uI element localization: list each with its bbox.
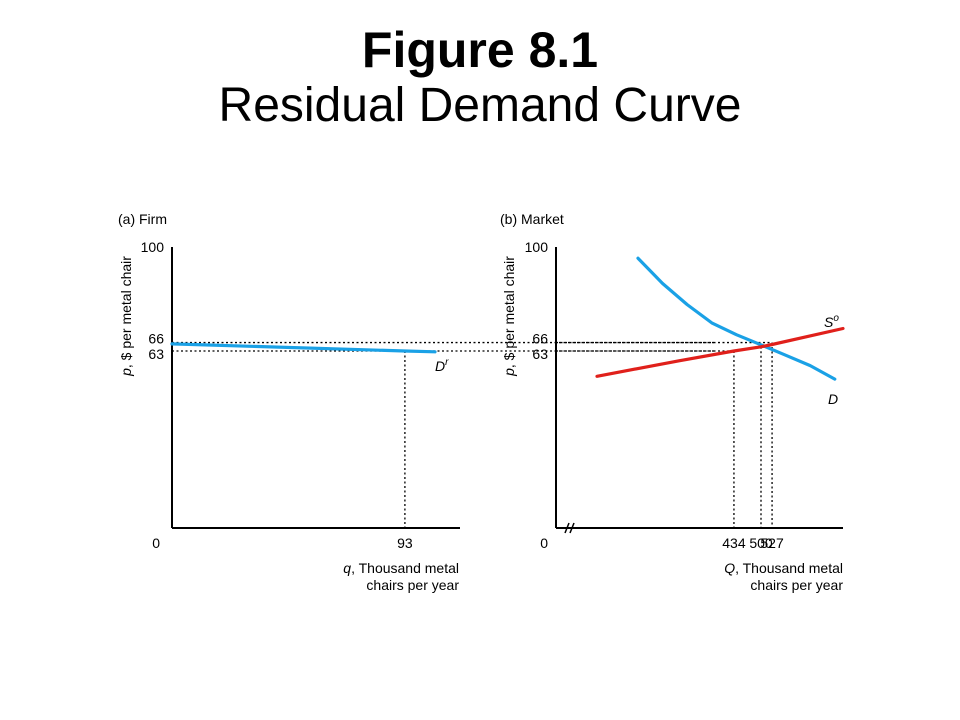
panel-b-y-tick-label: 0 bbox=[540, 535, 548, 551]
panel-b-axis-break-mark bbox=[564, 522, 570, 534]
panel-a-title: (a) Firm bbox=[118, 211, 167, 227]
panel-a-series-label: Dr bbox=[435, 357, 449, 374]
panel-b-x-tick-label: 500 bbox=[749, 535, 773, 551]
panel-b-x-axis-label-line2: chairs per year bbox=[750, 577, 843, 593]
panel-b-series-So-line bbox=[595, 326, 845, 378]
panel-b-x-tick-label: 527 bbox=[760, 535, 784, 551]
figure-title: Figure 8.1 bbox=[361, 22, 599, 78]
panel-a-series-Dr-line bbox=[170, 342, 437, 354]
panel-b-series-D-line bbox=[636, 256, 837, 381]
panel-b-y-axis-label: p, $ per metal chair bbox=[501, 256, 517, 377]
panel-b-axis-break-mark bbox=[569, 522, 575, 534]
panel-a-y-tick-label: 66 bbox=[148, 331, 164, 347]
panel-a-x-axis-label: q, Thousand metal bbox=[343, 560, 459, 576]
panel-a-y-tick-label: 63 bbox=[148, 346, 164, 362]
panel-a-x-tick-label: 93 bbox=[397, 535, 413, 551]
panel-a-y-tick-label: 100 bbox=[141, 239, 165, 255]
figure-subtitle: Residual Demand Curve bbox=[218, 79, 742, 132]
panel-b-x-tick-label: 434 bbox=[722, 535, 746, 551]
panel-a-y-tick-label: 0 bbox=[152, 535, 160, 551]
panel-b-y-tick-label: 66 bbox=[532, 331, 548, 347]
panel-b-y-tick-label: 63 bbox=[532, 346, 548, 362]
panel-a-x-axis-label-line2: chairs per year bbox=[366, 577, 459, 593]
panel-b-title: (b) Market bbox=[500, 211, 564, 227]
panel-b-y-tick-label: 100 bbox=[525, 239, 549, 255]
panel-b-series-label: D bbox=[828, 391, 838, 407]
figure-title-block: Figure 8.1 Residual Demand Curve bbox=[0, 22, 960, 134]
panel-b-series-label: So bbox=[824, 313, 839, 330]
panel-a-y-axis-label: p, $ per metal chair bbox=[118, 256, 134, 377]
panel-b-x-axis-label: Q, Thousand metal bbox=[724, 560, 843, 576]
